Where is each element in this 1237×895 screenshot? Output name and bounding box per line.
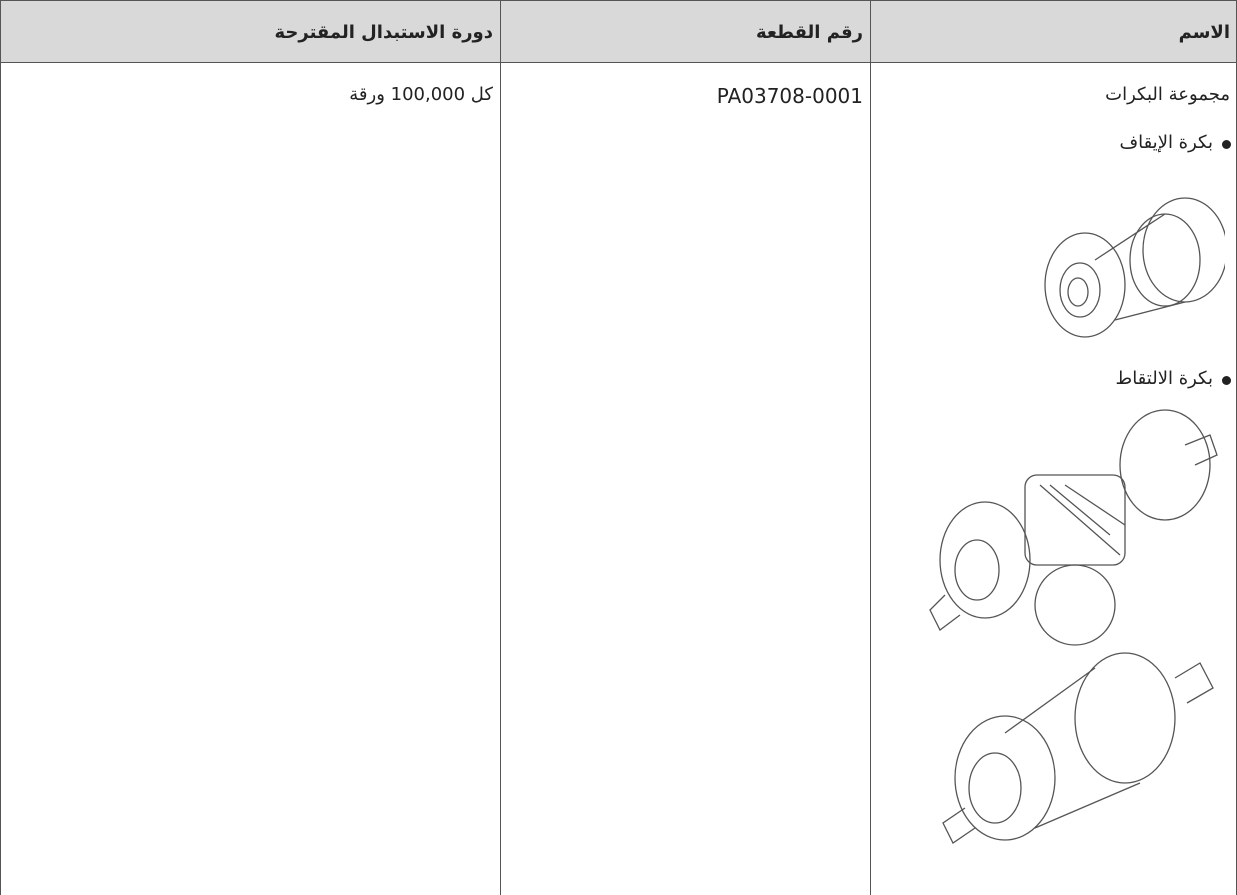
roller-image [929, 409, 1218, 646]
roller-image [1044, 197, 1225, 338]
header-cell: دورة الاستبدال المقترحة [274, 22, 494, 43]
cell: PA03708-0001 [716, 84, 863, 108]
header-background [1, 1, 1236, 62]
header-cell: رقم القطعة [755, 22, 863, 43]
border [870, 0, 871, 895]
bullet [1222, 376, 1231, 385]
header-cell: الاسم [1178, 22, 1230, 43]
cell: كل 100,000 ورقة [349, 84, 493, 105]
list-item: بكرة الالتقاط [1115, 368, 1213, 389]
roller-image [942, 652, 1214, 844]
bullet [1222, 140, 1231, 149]
border [0, 62, 1237, 63]
border [0, 0, 1237, 1]
border [500, 0, 501, 895]
cell: مجموعة البكرات [1105, 84, 1230, 105]
list-item: بكرة الإيقاف [1119, 132, 1213, 153]
border [0, 0, 1, 895]
